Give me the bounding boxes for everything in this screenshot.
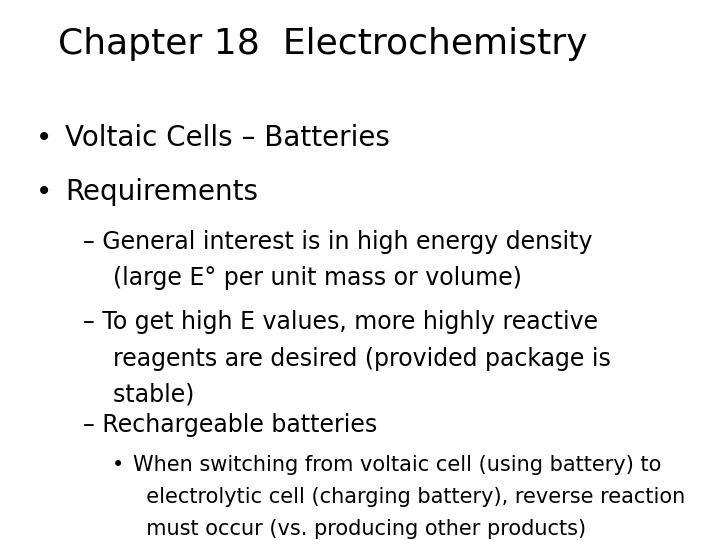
Text: Chapter 18  Electrochemistry: Chapter 18 Electrochemistry (58, 27, 587, 61)
Text: •: • (112, 455, 124, 475)
Text: – General interest is in high energy density: – General interest is in high energy den… (83, 230, 593, 253)
Text: •: • (36, 124, 53, 152)
Text: (large E° per unit mass or volume): (large E° per unit mass or volume) (83, 266, 522, 289)
Text: •: • (36, 178, 53, 206)
Text: – To get high E values, more highly reactive: – To get high E values, more highly reac… (83, 310, 598, 334)
Text: Requirements: Requirements (65, 178, 258, 206)
Text: must occur (vs. producing other products): must occur (vs. producing other products… (133, 519, 586, 539)
Text: – Rechargeable batteries: – Rechargeable batteries (83, 413, 377, 437)
Text: reagents are desired (provided package is: reagents are desired (provided package i… (83, 347, 611, 370)
Text: Voltaic Cells – Batteries: Voltaic Cells – Batteries (65, 124, 390, 152)
Text: When switching from voltaic cell (using battery) to: When switching from voltaic cell (using … (133, 455, 662, 475)
Text: electrolytic cell (charging battery), reverse reaction: electrolytic cell (charging battery), re… (133, 487, 685, 507)
Text: stable): stable) (83, 383, 194, 407)
